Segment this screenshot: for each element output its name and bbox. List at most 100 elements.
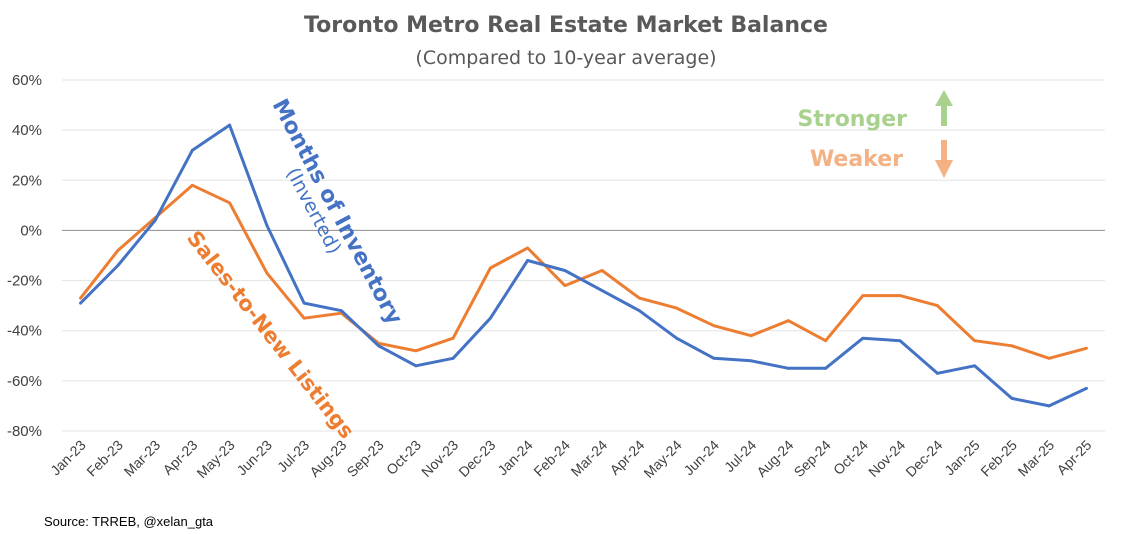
x-tick-label: Sep-23 (344, 437, 387, 480)
data-point (600, 289, 604, 292)
data-point (898, 339, 902, 343)
y-tick-label: 40% (12, 122, 42, 139)
data-point (488, 266, 492, 270)
x-tick-label: Feb-23 (83, 437, 126, 480)
x-tick-label: Apr-25 (1053, 437, 1094, 478)
data-point (302, 316, 306, 320)
y-tick-label: -60% (7, 373, 42, 390)
data-point (712, 324, 716, 328)
legend-weaker-label: Weaker (810, 147, 903, 172)
data-point (935, 304, 939, 308)
x-tick-label: Oct-24 (830, 437, 871, 478)
data-point (1047, 356, 1051, 360)
y-tick-label: -80% (7, 423, 42, 440)
data-point (190, 148, 194, 152)
series-label-sales-to-new-listings-group: Sales-to-New Listings (182, 226, 359, 443)
data-point (600, 269, 604, 272)
x-tick-label: Nov-23 (418, 437, 461, 480)
y-tick-label: 0% (20, 222, 42, 239)
series-lines (79, 123, 1088, 408)
series-line-months-of-inventory (79, 123, 1088, 408)
chart-title: Toronto Metro Real Estate Market Balance (304, 13, 828, 38)
x-tick-label: Feb-24 (530, 437, 573, 480)
x-axis-ticks: Jan-23Feb-23Mar-23Apr-23May-23Jun-23Jul-… (47, 437, 1094, 481)
y-tick-label: 60% (12, 72, 42, 89)
x-tick-label: Mar-25 (1015, 437, 1058, 480)
data-point (265, 224, 269, 227)
legend-stronger-label: Stronger (797, 107, 907, 132)
data-point (79, 296, 83, 300)
x-tick-label: Aug-24 (753, 437, 796, 480)
data-point (1084, 386, 1088, 390)
data-point (377, 344, 381, 348)
x-tick-label: Mar-23 (121, 437, 164, 480)
data-point (414, 349, 418, 353)
data-point (302, 301, 306, 305)
data-point (861, 294, 865, 298)
y-axis-ticks: 60% 40% 20% 0% -20% -40% -60% -80% (7, 72, 42, 440)
data-point (861, 336, 865, 340)
arrow-down-icon (935, 140, 953, 178)
data-point (116, 249, 120, 252)
x-tick-label: Jun-23 (233, 437, 275, 479)
data-point (1084, 346, 1088, 350)
y-tick-label: -40% (7, 323, 42, 340)
x-tick-label: Sep-24 (791, 437, 834, 480)
data-point (712, 356, 716, 360)
data-point (1010, 344, 1014, 348)
data-point (1010, 397, 1014, 400)
data-point (451, 336, 455, 340)
data-point (563, 284, 567, 287)
data-point (414, 364, 418, 368)
x-tick-label: May-24 (640, 437, 684, 481)
data-point (1047, 404, 1051, 408)
data-point (675, 306, 679, 310)
data-point (637, 309, 641, 313)
data-point (749, 359, 753, 363)
data-point (898, 294, 902, 298)
series-label-sales-to-new-listings: Sales-to-New Listings (182, 226, 359, 443)
data-point (228, 123, 232, 127)
data-point (824, 366, 828, 370)
x-tick-label: Jan-25 (941, 437, 983, 479)
data-point (488, 316, 492, 320)
source-note: Source: TRREB, @xelan_gta (44, 514, 214, 529)
x-tick-label: Mar-24 (568, 437, 611, 480)
data-point (339, 309, 343, 313)
data-point (786, 366, 790, 370)
x-tick-label: Jan-23 (47, 437, 89, 479)
data-point (190, 183, 194, 187)
data-point (79, 301, 83, 305)
data-point (973, 339, 977, 343)
data-point (526, 259, 530, 262)
x-tick-label: Oct-23 (383, 437, 424, 478)
chart-subtitle: (Compared to 10-year average) (415, 47, 716, 69)
x-tick-label: Nov-24 (865, 437, 908, 480)
data-point (451, 356, 455, 360)
data-point (675, 336, 679, 340)
data-point (153, 219, 157, 222)
data-point (786, 319, 790, 323)
data-point (116, 264, 120, 267)
data-point (526, 246, 530, 250)
data-point (228, 201, 232, 205)
x-tick-label: May-23 (193, 437, 237, 481)
data-point (824, 339, 828, 343)
x-tick-label: Aug-23 (306, 437, 349, 480)
data-point (973, 364, 977, 368)
y-tick-label: -20% (7, 273, 42, 290)
x-tick-label: Jan-24 (494, 437, 536, 479)
data-point (637, 296, 641, 300)
data-point (935, 371, 939, 375)
y-tick-label: 20% (12, 172, 42, 189)
x-tick-label: Feb-25 (977, 437, 1020, 480)
x-tick-label: Dec-23 (455, 437, 498, 480)
data-point (749, 334, 753, 338)
x-tick-label: Dec-24 (902, 437, 945, 480)
data-point (265, 271, 269, 275)
data-point (563, 269, 567, 272)
x-tick-label: Jun-24 (680, 437, 722, 479)
arrow-up-icon (935, 90, 953, 126)
series-line-sales-to-new-listings (79, 183, 1088, 360)
